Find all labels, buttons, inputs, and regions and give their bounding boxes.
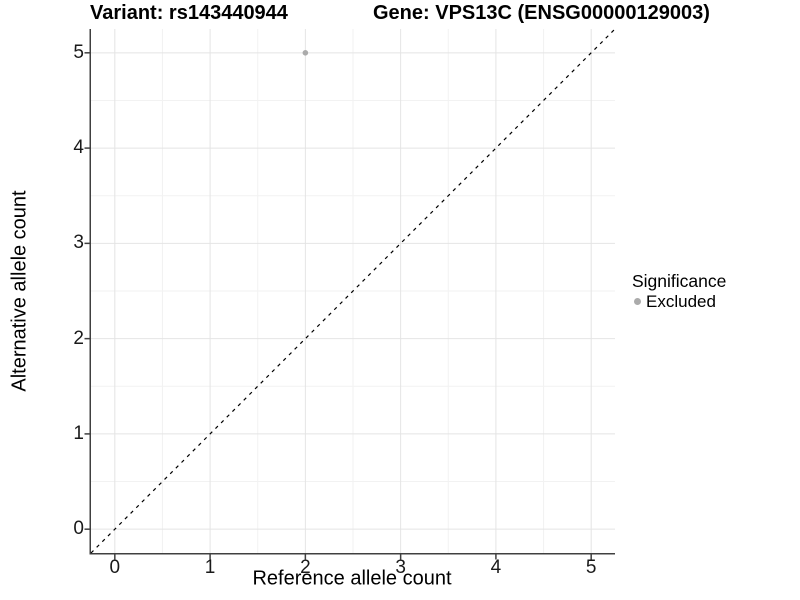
y-tick-label: 4 bbox=[73, 137, 84, 159]
legend-point-icon bbox=[634, 298, 641, 305]
y-tick-label: 0 bbox=[73, 518, 84, 540]
x-axis-title: Reference allele count bbox=[252, 567, 452, 590]
gene-title: Gene: VPS13C (ENSG00000129003) bbox=[373, 2, 710, 24]
y-tick-label: 5 bbox=[73, 41, 84, 63]
variant-title: Variant: rs143440944 bbox=[90, 2, 288, 24]
data-point bbox=[302, 50, 309, 56]
legend-items: Excluded bbox=[632, 292, 726, 311]
y-axis-title: Alternative allele count bbox=[8, 190, 31, 392]
y-tick-label: 3 bbox=[73, 232, 84, 254]
x-tick-label: 3 bbox=[395, 557, 406, 578]
x-tick-label: 5 bbox=[585, 557, 597, 578]
legend-item-label: Excluded bbox=[646, 292, 716, 311]
y-tick-label: 2 bbox=[73, 327, 84, 349]
x-tick-label: 2 bbox=[300, 557, 311, 578]
identity-reference-line bbox=[90, 28, 616, 554]
legend-item: Excluded bbox=[632, 292, 726, 311]
x-tick-label: 1 bbox=[204, 557, 216, 578]
x-tick-label: 0 bbox=[109, 557, 121, 578]
y-tick-label: 1 bbox=[73, 422, 84, 444]
legend: Significance Excluded bbox=[632, 271, 726, 311]
x-tick-label: 4 bbox=[490, 557, 502, 578]
legend-title: Significance bbox=[632, 271, 727, 291]
